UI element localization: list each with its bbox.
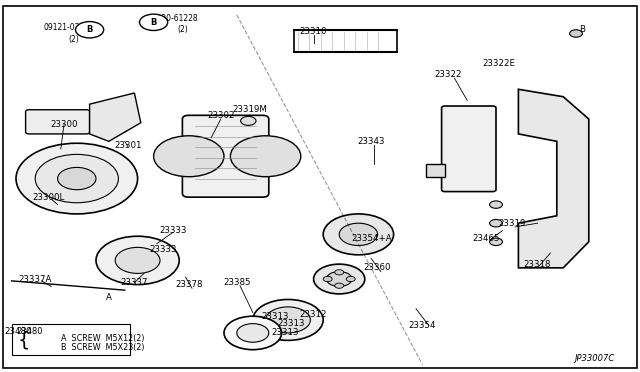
Circle shape [335, 283, 344, 288]
Text: 23322: 23322 [435, 70, 461, 79]
Text: 23322E: 23322E [483, 59, 516, 68]
Text: 23337: 23337 [121, 278, 148, 287]
Circle shape [346, 276, 355, 282]
Text: 23333: 23333 [159, 226, 186, 235]
Circle shape [76, 22, 104, 38]
Circle shape [314, 264, 365, 294]
Text: 23480: 23480 [4, 327, 31, 336]
Text: (2): (2) [177, 25, 188, 33]
FancyBboxPatch shape [26, 110, 90, 134]
FancyBboxPatch shape [442, 106, 496, 192]
Text: 23465: 23465 [473, 234, 500, 243]
Circle shape [16, 143, 138, 214]
Text: {: { [18, 330, 30, 349]
Text: 23313: 23313 [278, 319, 305, 328]
Circle shape [490, 238, 502, 246]
Text: JP33007C: JP33007C [574, 354, 614, 363]
Polygon shape [518, 89, 589, 268]
Circle shape [335, 270, 344, 275]
Text: 23385: 23385 [223, 278, 250, 287]
Text: A: A [106, 293, 112, 302]
Circle shape [241, 116, 256, 125]
Circle shape [323, 214, 394, 255]
Text: 23313: 23313 [262, 312, 289, 321]
FancyBboxPatch shape [182, 115, 269, 197]
Circle shape [35, 154, 118, 203]
Circle shape [96, 236, 179, 285]
Text: A  SCREW  M5X12(2): A SCREW M5X12(2) [61, 334, 144, 343]
Text: 23300L: 23300L [32, 193, 64, 202]
Text: 23313: 23313 [271, 328, 298, 337]
Text: B: B [579, 25, 586, 34]
Circle shape [323, 276, 332, 282]
Circle shape [326, 272, 352, 286]
Text: 23318: 23318 [524, 260, 551, 269]
Bar [12, 324, 130, 355]
Text: 23300: 23300 [51, 120, 77, 129]
Text: 23310: 23310 [300, 27, 327, 36]
Circle shape [58, 167, 96, 190]
Text: 08120-61228: 08120-61228 [147, 14, 198, 23]
Text: 23319: 23319 [499, 219, 525, 228]
Text: B: B [86, 25, 93, 34]
Circle shape [115, 247, 160, 273]
Text: 23354: 23354 [409, 321, 436, 330]
Text: 23480: 23480 [16, 327, 42, 336]
Circle shape [237, 324, 269, 342]
Text: 23319M: 23319M [232, 105, 267, 114]
Text: 23360: 23360 [364, 263, 391, 272]
Text: 09121-0351F: 09121-0351F [44, 23, 94, 32]
Text: B: B [150, 18, 157, 27]
Circle shape [339, 223, 378, 246]
Circle shape [154, 136, 224, 177]
Circle shape [230, 136, 301, 177]
Polygon shape [90, 93, 141, 141]
Circle shape [224, 316, 282, 350]
Circle shape [490, 219, 502, 227]
Text: B  SCREW  M5X23(2): B SCREW M5X23(2) [61, 343, 144, 352]
Text: 23343: 23343 [358, 137, 385, 146]
Text: 23337A: 23337A [19, 275, 52, 283]
Text: 23301: 23301 [115, 141, 141, 150]
Circle shape [570, 30, 582, 37]
Circle shape [490, 201, 502, 208]
Circle shape [140, 14, 168, 31]
Text: 23354+A: 23354+A [351, 234, 392, 243]
Text: 23378: 23378 [175, 280, 202, 289]
Bar [426, 164, 445, 177]
Circle shape [266, 307, 310, 333]
Text: 23302: 23302 [207, 111, 234, 120]
Text: (2): (2) [68, 35, 79, 44]
Circle shape [253, 299, 323, 340]
Text: 23312: 23312 [300, 310, 327, 319]
Text: 23333: 23333 [150, 245, 177, 254]
